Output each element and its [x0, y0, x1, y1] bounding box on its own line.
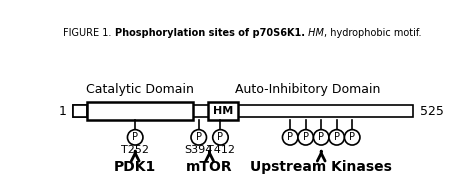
Circle shape — [345, 130, 360, 145]
Text: P: P — [334, 132, 340, 142]
Circle shape — [329, 130, 345, 145]
Text: Upstream Kinases: Upstream Kinases — [250, 161, 392, 174]
Circle shape — [128, 130, 143, 145]
Text: S394: S394 — [184, 145, 213, 155]
Text: P: P — [287, 132, 293, 142]
Bar — [73, 105, 413, 117]
Circle shape — [283, 130, 298, 145]
Text: P: P — [303, 132, 309, 142]
Text: mTOR: mTOR — [186, 161, 233, 174]
Text: 1: 1 — [59, 105, 67, 118]
Text: PDK1: PDK1 — [114, 161, 156, 174]
Text: , hydrophobic motif.: , hydrophobic motif. — [323, 28, 421, 38]
Text: Auto-Inhibitory Domain: Auto-Inhibitory Domain — [235, 83, 380, 96]
Bar — [87, 102, 192, 120]
Circle shape — [298, 130, 313, 145]
Text: FIGURE 1.: FIGURE 1. — [63, 28, 115, 38]
Circle shape — [191, 130, 207, 145]
Circle shape — [213, 130, 228, 145]
Text: P: P — [349, 132, 355, 142]
Text: HM: HM — [213, 106, 233, 116]
Text: P: P — [218, 132, 223, 142]
Text: T252: T252 — [121, 145, 149, 155]
Text: Catalytic Domain: Catalytic Domain — [86, 83, 194, 96]
Text: T412: T412 — [207, 145, 235, 155]
Circle shape — [313, 130, 329, 145]
Text: P: P — [318, 132, 324, 142]
Text: HM: HM — [305, 28, 323, 38]
Bar — [73, 105, 87, 117]
Bar — [208, 102, 237, 120]
Text: P: P — [196, 132, 202, 142]
Text: P: P — [132, 132, 138, 142]
Text: Phosphorylation sites of p70S6K1.: Phosphorylation sites of p70S6K1. — [115, 28, 305, 38]
Text: 525: 525 — [419, 105, 444, 118]
